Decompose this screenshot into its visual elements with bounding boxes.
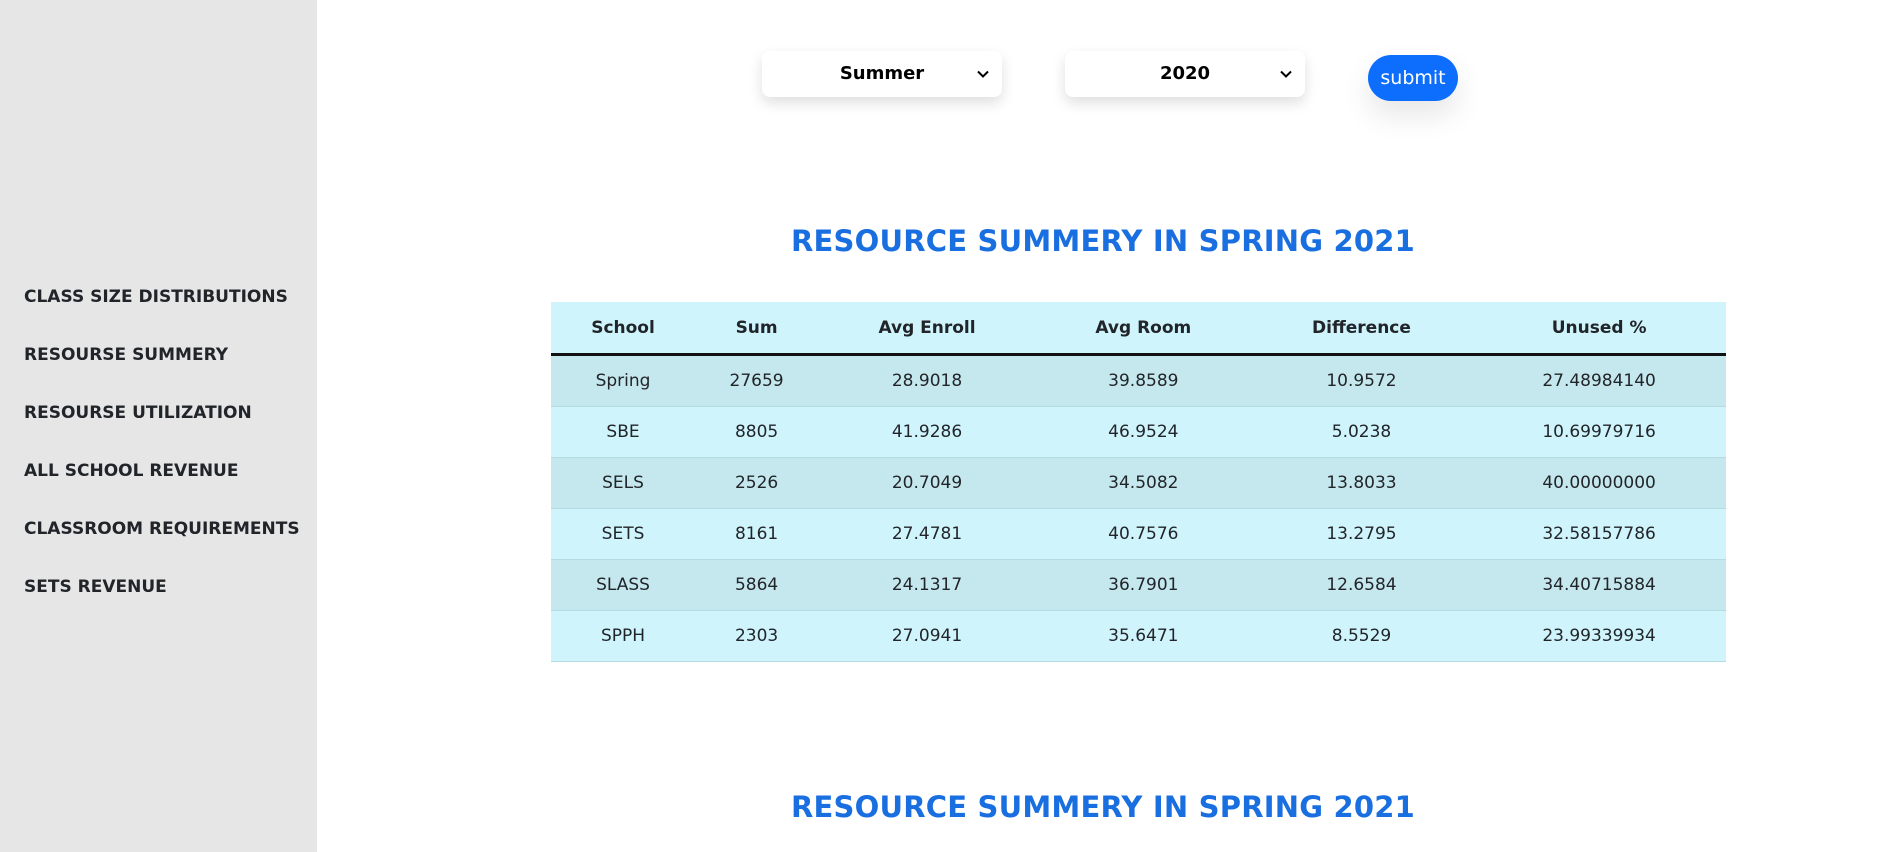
table-cell: SLASS [551, 559, 696, 611]
table-cell: 35.6471 [1035, 610, 1251, 662]
semester-select-value: Summer [839, 63, 925, 84]
table-cell: 2303 [695, 610, 819, 662]
table-cell: 13.2795 [1250, 508, 1473, 560]
table-cell: 13.8033 [1250, 457, 1473, 509]
table-cell: 8161 [695, 508, 819, 560]
sidebar-item-all-school-revenue[interactable]: ALL SCHOOL REVENUE [24, 461, 239, 481]
column-header: Avg Room [1035, 302, 1251, 356]
sidebar-item-resourse-summery[interactable]: RESOURSE SUMMERY [24, 345, 229, 365]
sidebar-nav: CLASS SIZE DISTRIBUTIONS RESOURSE SUMMER… [24, 280, 300, 628]
submit-button[interactable]: submit [1368, 55, 1458, 101]
table-cell: SBE [551, 406, 696, 458]
table-cell: SPPH [551, 610, 696, 662]
table-cell: 40.7576 [1035, 508, 1251, 560]
semester-select[interactable]: Summer [762, 51, 1002, 97]
table-cell: 10.9572 [1250, 354, 1473, 407]
column-header: Avg Enroll [818, 302, 1036, 356]
table-cell: 10.69979716 [1472, 406, 1726, 458]
table-header-row: School Sum Avg Enroll Avg Room Differenc… [551, 302, 1726, 356]
table-cell: 46.9524 [1035, 406, 1251, 458]
table-cell: Spring [551, 354, 696, 407]
table-cell: 34.40715884 [1472, 559, 1726, 611]
column-header: Unused % [1472, 302, 1726, 356]
table-cell: 8805 [695, 406, 819, 458]
sidebar-item-resourse-utilization[interactable]: RESOURSE UTILIZATION [24, 403, 252, 423]
sidebar-item-classroom-requirements[interactable]: CLASSROOM REQUIREMENTS [24, 519, 300, 539]
table-cell: 8.5529 [1250, 610, 1473, 662]
table-cell: 24.1317 [818, 559, 1036, 611]
section-title: RESOURCE SUMMERY IN SPRING 2021 [790, 790, 1416, 824]
sidebar-item-sets-revenue[interactable]: SETS REVENUE [24, 577, 167, 597]
column-header: School [551, 302, 696, 356]
table-cell: 32.58157786 [1472, 508, 1726, 560]
table-row: SELS 2526 20.7049 34.5082 13.8033 40.000… [551, 457, 1726, 509]
table-cell: 27.4781 [818, 508, 1036, 560]
table-cell: 41.9286 [818, 406, 1036, 458]
year-select[interactable]: 2020 [1065, 51, 1305, 97]
table-cell: 28.9018 [818, 354, 1036, 407]
table-cell: 40.00000000 [1472, 457, 1726, 509]
sidebar: CLASS SIZE DISTRIBUTIONS RESOURSE SUMMER… [0, 0, 317, 852]
table-cell: 36.7901 [1035, 559, 1251, 611]
table-cell: 20.7049 [818, 457, 1036, 509]
table-cell: 27.0941 [818, 610, 1036, 662]
year-select-value: 2020 [1159, 63, 1211, 84]
sidebar-item-class-size-distributions[interactable]: CLASS SIZE DISTRIBUTIONS [24, 287, 288, 307]
column-header: Difference [1250, 302, 1473, 356]
resource-summary-table: School Sum Avg Enroll Avg Room Differenc… [551, 302, 1726, 662]
table-cell: 27.48984140 [1472, 354, 1726, 407]
table-cell: 12.6584 [1250, 559, 1473, 611]
table-cell: 2526 [695, 457, 819, 509]
column-header: Sum [695, 302, 819, 356]
section-title: RESOURCE SUMMERY IN SPRING 2021 [790, 224, 1416, 258]
table-cell: SELS [551, 457, 696, 509]
table-cell: 5864 [695, 559, 819, 611]
table-cell: 27659 [695, 354, 819, 407]
table-cell: 34.5082 [1035, 457, 1251, 509]
table-row: Spring 27659 28.9018 39.8589 10.9572 27.… [551, 354, 1726, 407]
table-row: SETS 8161 27.4781 40.7576 13.2795 32.581… [551, 508, 1726, 560]
chevron-down-icon [1277, 51, 1295, 97]
table-cell: 23.99339934 [1472, 610, 1726, 662]
table-cell: SETS [551, 508, 696, 560]
chevron-down-icon [974, 51, 992, 97]
table-cell: 5.0238 [1250, 406, 1473, 458]
table-row: SPPH 2303 27.0941 35.6471 8.5529 23.9933… [551, 610, 1726, 662]
table-row: SLASS 5864 24.1317 36.7901 12.6584 34.40… [551, 559, 1726, 611]
table-cell: 39.8589 [1035, 354, 1251, 407]
table-row: SBE 8805 41.9286 46.9524 5.0238 10.69979… [551, 406, 1726, 458]
